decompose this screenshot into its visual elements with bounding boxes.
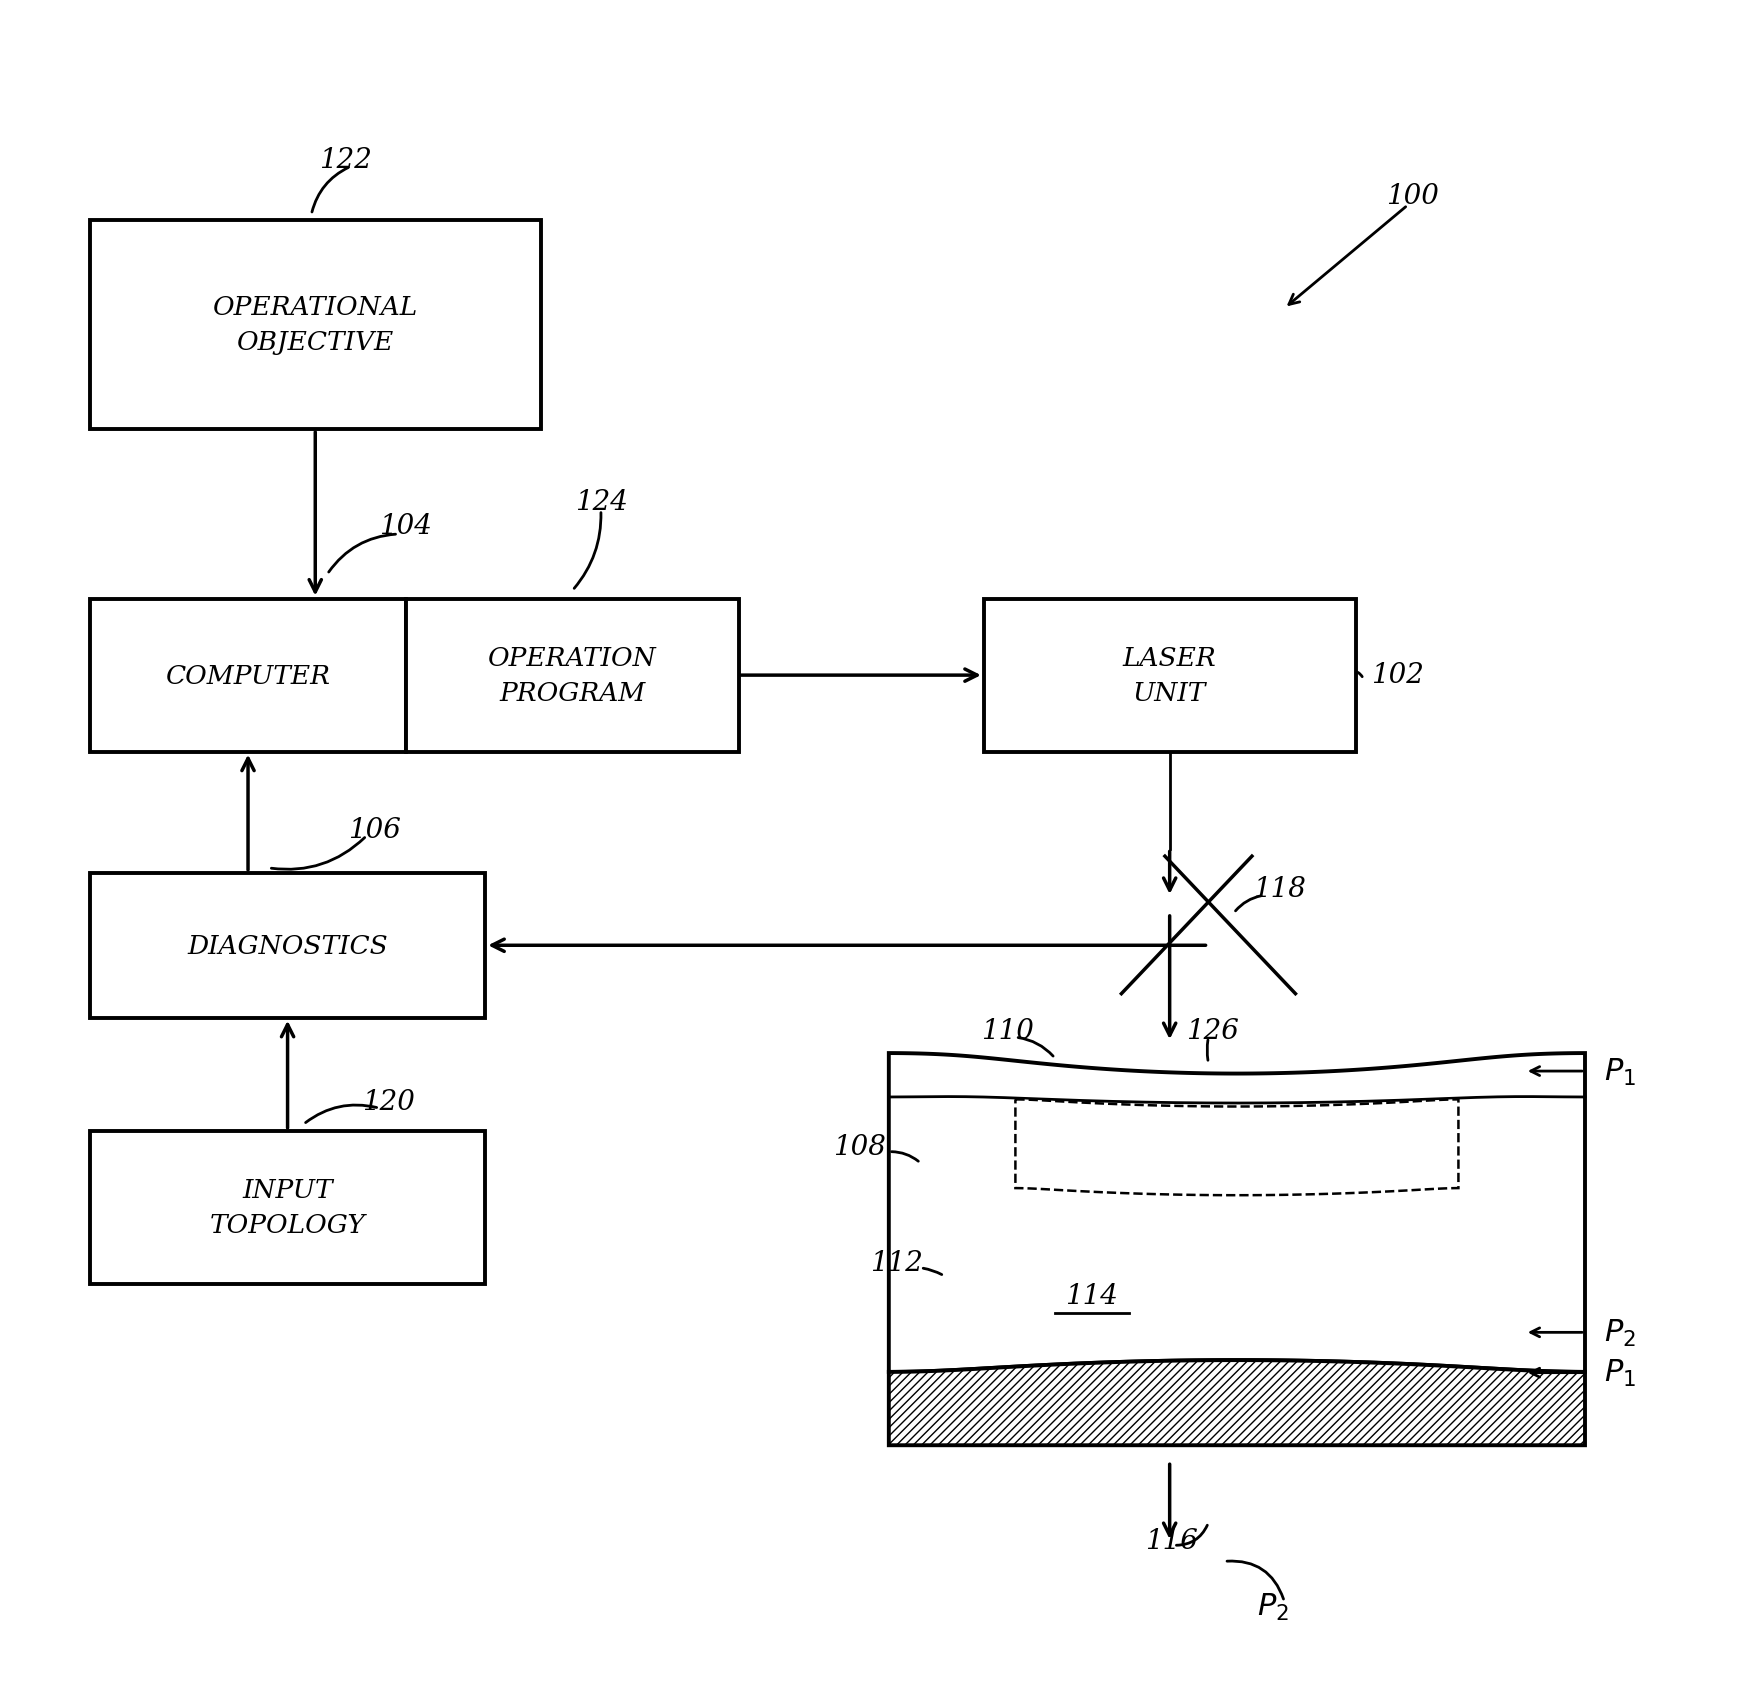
Text: OPERATIONAL
OBJECTIVE: OPERATIONAL OBJECTIVE (213, 295, 417, 355)
Text: 104: 104 (379, 513, 433, 540)
Text: LASER
UNIT: LASER UNIT (1123, 645, 1217, 706)
Bar (89, 1131, 485, 1284)
Text: 116: 116 (1145, 1527, 1198, 1554)
Text: $P_1$: $P_1$ (1605, 1357, 1636, 1389)
Text: 126: 126 (1186, 1017, 1240, 1044)
Bar (407, 599, 739, 752)
Text: 120: 120 (361, 1088, 416, 1116)
Text: COMPUTER: COMPUTER (166, 664, 330, 688)
Text: $P_2$: $P_2$ (1605, 1318, 1636, 1348)
Text: 108: 108 (833, 1134, 887, 1161)
Polygon shape (889, 1360, 1585, 1445)
Text: OPERATION
PROGRAM: OPERATION PROGRAM (487, 645, 656, 706)
Text: DIAGNOSTICS: DIAGNOSTICS (187, 934, 388, 958)
Text: 110: 110 (981, 1017, 1034, 1044)
Text: INPUT
TOPOLOGY: INPUT TOPOLOGY (210, 1178, 365, 1238)
Text: 114: 114 (1065, 1282, 1117, 1309)
Text: 124: 124 (576, 489, 629, 516)
Polygon shape (889, 1053, 1585, 1372)
Bar (983, 599, 1355, 752)
Text: 112: 112 (870, 1250, 922, 1277)
Text: 106: 106 (347, 817, 400, 844)
Polygon shape (1016, 1100, 1458, 1195)
Text: $P_1$: $P_1$ (1605, 1056, 1636, 1087)
Bar (89, 221, 541, 430)
Bar (89, 599, 407, 752)
Text: 102: 102 (1371, 662, 1425, 688)
Text: 118: 118 (1252, 876, 1306, 903)
Text: 100: 100 (1386, 183, 1439, 209)
Text: $P_2$: $P_2$ (1257, 1591, 1289, 1622)
Bar (89, 873, 485, 1019)
Text: 122: 122 (320, 148, 372, 175)
